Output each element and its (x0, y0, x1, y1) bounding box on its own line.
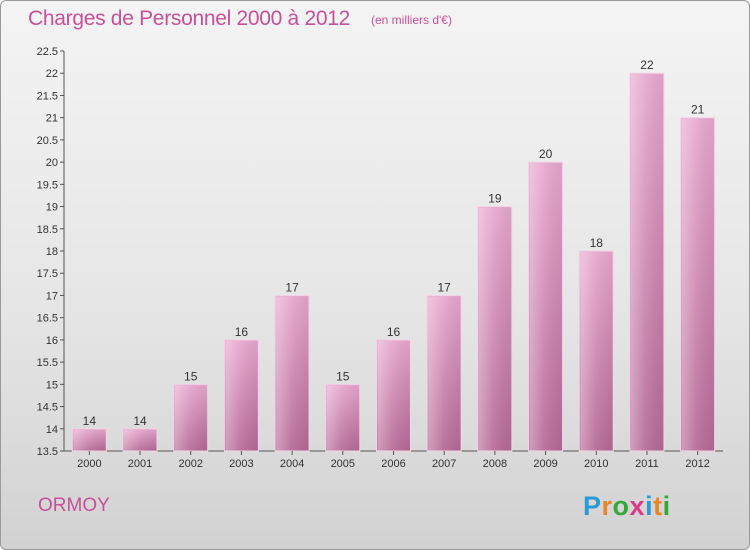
y-tick-label: 15.5 (37, 357, 58, 369)
bar-value-label: 18 (590, 236, 604, 250)
y-tick-label: 14.5 (37, 402, 58, 414)
x-tick-label: 2006 (381, 458, 405, 470)
y-tick-label: 13.5 (37, 446, 58, 458)
bar-shine (529, 163, 562, 451)
x-tick-label: 2001 (128, 458, 152, 470)
bar-value-label: 14 (83, 414, 97, 428)
y-tick-label: 16 (46, 335, 58, 347)
logo-letter: r (601, 491, 613, 521)
bar-value-label: 17 (438, 280, 452, 294)
chart-title: Charges de Personnel 2000 à 2012 (28, 7, 350, 30)
x-tick-label: 2010 (584, 458, 608, 470)
bar-value-label: 16 (387, 325, 401, 339)
bar-shine (428, 296, 461, 451)
x-tick-label: 2003 (229, 458, 253, 470)
y-tick-label: 21.5 (37, 90, 58, 102)
x-tick-label: 2009 (533, 458, 557, 470)
y-tick-label: 17.5 (37, 268, 58, 280)
bar-shine (276, 296, 309, 451)
y-tick-label: 19.5 (37, 179, 58, 191)
y-tick-label: 16.5 (37, 313, 58, 325)
y-tick-label: 14 (46, 424, 58, 436)
y-tick-label: 19 (46, 202, 58, 214)
bar-value-label: 15 (184, 369, 198, 383)
y-tick-label: 15 (46, 379, 58, 391)
x-tick-label: 2005 (331, 458, 355, 470)
bar-value-label: 14 (133, 414, 147, 428)
y-tick-label: 20 (46, 157, 58, 169)
bar-value-label: 16 (235, 325, 249, 339)
y-tick-label: 20.5 (37, 135, 58, 147)
bar-shine (225, 340, 258, 451)
proxiti-logo: Proxiti (583, 491, 671, 522)
x-tick-label: 2012 (685, 458, 709, 470)
bar-shine (377, 340, 410, 451)
bar-shine (326, 385, 359, 451)
bar-value-label: 17 (285, 280, 299, 294)
bar-shine (630, 74, 663, 451)
commune-name: ORMOY (38, 495, 110, 516)
bar-value-label: 21 (691, 103, 705, 117)
logo-letter: i (662, 491, 671, 521)
bar-shine (124, 429, 157, 451)
bar-value-label: 20 (539, 147, 553, 161)
y-tick-label: 17 (46, 290, 58, 302)
bar-shine (580, 252, 613, 451)
x-tick-label: 2002 (178, 458, 202, 470)
logo-letter: i (645, 491, 654, 521)
bar-shine (174, 385, 207, 451)
bar-value-label: 22 (640, 58, 654, 72)
y-tick-label: 18 (46, 246, 58, 258)
x-tick-label: 2000 (77, 458, 101, 470)
logo-letter: o (612, 491, 630, 521)
logo-letter: t (653, 491, 663, 521)
x-tick-label: 2011 (635, 458, 659, 470)
logo-letter: P (583, 491, 602, 521)
chart-unit: (en milliers d'€) (371, 13, 452, 27)
bar-value-label: 19 (488, 192, 502, 206)
bar-value-label: 15 (336, 369, 350, 383)
x-tick-label: 2008 (483, 458, 507, 470)
bar-shine (73, 429, 106, 451)
x-tick-label: 2007 (432, 458, 456, 470)
y-tick-label: 18.5 (37, 224, 58, 236)
y-tick-label: 21 (46, 113, 58, 125)
x-tick-label: 2004 (280, 458, 304, 470)
y-tick-label: 22 (46, 68, 58, 80)
bar-shine (681, 118, 714, 452)
y-tick-label: 22.5 (37, 46, 58, 58)
logo-letter: x (629, 491, 646, 521)
bar-shine (478, 207, 511, 451)
